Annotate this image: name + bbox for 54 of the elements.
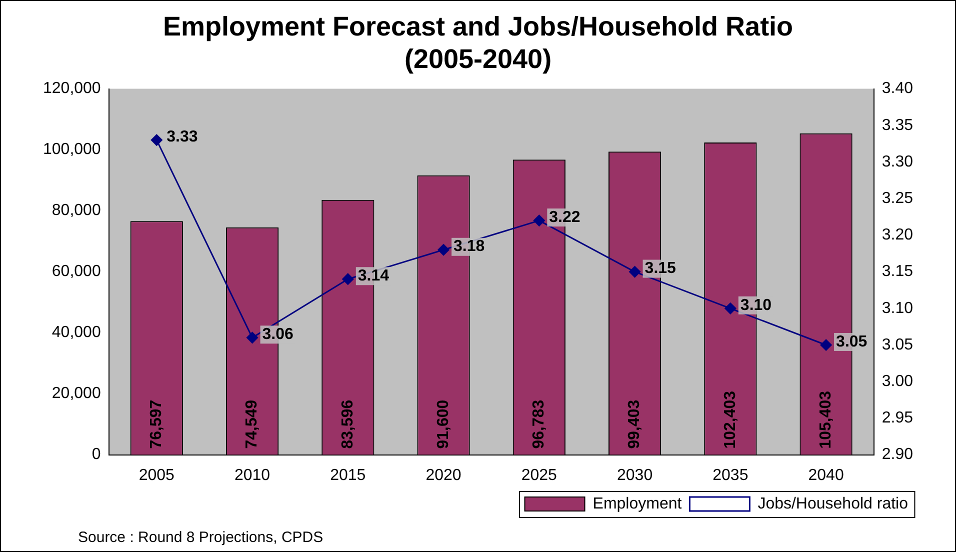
data-label: 3.10 bbox=[740, 296, 772, 314]
legend-label: Jobs/Household ratio bbox=[758, 495, 908, 512]
data-label: 76,597 bbox=[148, 400, 166, 449]
chart-title: Employment Forecast and Jobs/Household Ratio (2005-2040) bbox=[162, 12, 794, 74]
y2-tick-label: 3.35 bbox=[882, 116, 914, 134]
y-tick-label: 80,000 bbox=[52, 202, 101, 220]
data-label: 91,600 bbox=[434, 400, 452, 449]
data-label: 3.05 bbox=[836, 333, 868, 350]
data-label: 3.33 bbox=[166, 128, 198, 146]
point bbox=[629, 266, 641, 278]
y2-tick-label: 2.90 bbox=[882, 446, 914, 464]
data-label: 83,596 bbox=[339, 400, 356, 449]
data-label: 3.22 bbox=[549, 208, 580, 226]
data-label: 102,403 bbox=[722, 390, 739, 449]
y2-tick-label: 3.25 bbox=[882, 190, 914, 208]
y2-tick-label: 3.05 bbox=[882, 336, 914, 354]
data-label: 99,403 bbox=[626, 400, 644, 449]
x-tick-label: 2040 bbox=[808, 466, 844, 484]
data-label: 3.14 bbox=[358, 268, 390, 285]
data-label: 105,403 bbox=[817, 390, 834, 449]
x-tick-label: 2025 bbox=[521, 466, 558, 484]
y2-tick-label: 3.00 bbox=[882, 373, 914, 390]
x-tick-label: 2020 bbox=[426, 466, 462, 484]
y-tick-label: 100,000 bbox=[42, 141, 101, 158]
y-tick-label: 40,000 bbox=[52, 324, 101, 342]
x-tick-label: 2015 bbox=[330, 466, 366, 484]
point bbox=[246, 332, 258, 344]
y2-tick-label: 3.20 bbox=[882, 226, 914, 244]
y2-tick-label: 3.40 bbox=[882, 80, 914, 98]
y2-tick-label: 3.30 bbox=[882, 153, 914, 170]
data-label: 96,783 bbox=[530, 400, 548, 449]
y2-tick-label: 2.95 bbox=[882, 410, 914, 427]
data-label: 3.18 bbox=[454, 238, 485, 256]
point bbox=[342, 273, 354, 285]
data-label: 3.15 bbox=[644, 260, 676, 278]
point bbox=[150, 134, 162, 146]
y-tick-label: 20,000 bbox=[52, 385, 101, 402]
point bbox=[724, 302, 736, 314]
source-note: Source : Round 8 Projections, CPDS bbox=[78, 529, 324, 546]
y2-tick-label: 3.15 bbox=[882, 263, 914, 280]
y-tick-label: 60,000 bbox=[52, 263, 101, 280]
point bbox=[438, 244, 450, 256]
point bbox=[820, 339, 832, 351]
x-tick-label: 2005 bbox=[138, 466, 175, 484]
x-tick-label: 2035 bbox=[712, 466, 748, 484]
x-tick-label: 2010 bbox=[234, 466, 270, 484]
y-tick-label: 0 bbox=[92, 446, 101, 464]
x-tick-label: 2030 bbox=[616, 466, 653, 484]
data-label: 3.06 bbox=[262, 326, 294, 344]
point bbox=[533, 214, 545, 226]
y2-tick-label: 3.10 bbox=[882, 300, 914, 317]
y-tick-label: 120,000 bbox=[42, 80, 101, 98]
legend-label: Employment bbox=[592, 495, 682, 512]
data-label: 74,549 bbox=[244, 400, 261, 449]
